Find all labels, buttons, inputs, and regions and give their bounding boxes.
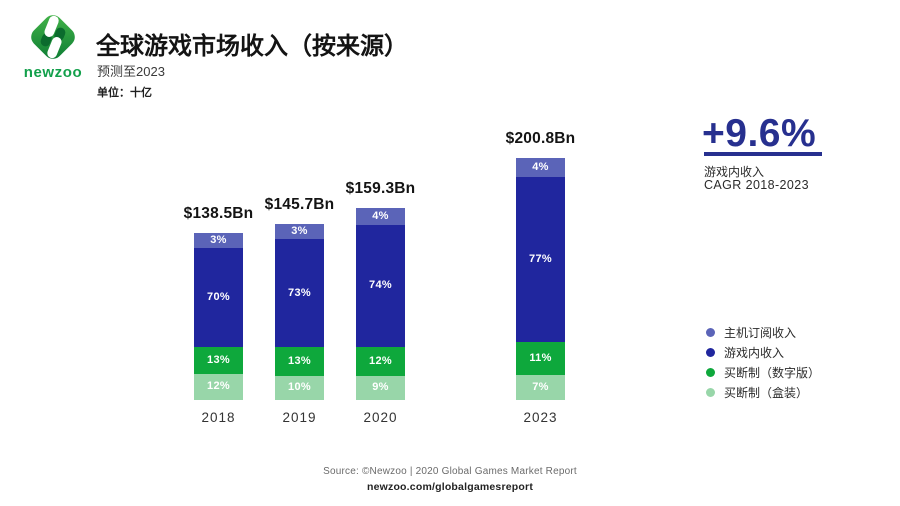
segment-buy-to-play-digital: 13%: [194, 346, 243, 374]
segment-buy-to-play-boxed: 12%: [194, 373, 243, 400]
legend-swatch-console-subscription: [706, 327, 715, 337]
legend-label-in-game: 游戏内收入: [724, 345, 785, 360]
bar-total-label-2019: $145.7Bn: [264, 196, 335, 214]
report-link: newzoo.com/globalgamesreport: [366, 481, 534, 493]
bar-total-label-2018: $138.5Bn: [183, 205, 254, 223]
cagr-metric-label: 游戏内收入: [704, 165, 765, 179]
segment-percent-label: 3%: [210, 233, 227, 246]
cagr-underline: [704, 152, 822, 156]
segment-console-subscription: 3%: [194, 233, 243, 248]
segment-percent-label: 74%: [369, 279, 392, 292]
segment-console-subscription: 4%: [516, 158, 565, 178]
segment-percent-label: 7%: [532, 381, 549, 393]
segment-in-game: 70%: [194, 247, 243, 347]
legend-item-buy-to-play-digital: 买断制（数字版）: [706, 365, 821, 380]
page-title: 全球游戏市场收入（按来源）: [96, 33, 408, 60]
footer: Source: ©Newzoo | 2020 Global Games Mark…: [0, 466, 900, 493]
segment-in-game: 74%: [356, 225, 405, 347]
segment-percent-label: 13%: [288, 355, 311, 368]
segment-percent-label: 77%: [529, 253, 552, 266]
segment-buy-to-play-boxed: 9%: [356, 375, 405, 400]
category-label-2020: 2020: [363, 410, 398, 425]
segment-buy-to-play-digital: 12%: [356, 346, 405, 376]
segment-buy-to-play-digital: 13%: [275, 347, 324, 376]
segment-percent-label: 10%: [288, 381, 311, 394]
segment-percent-label: 4%: [372, 210, 389, 223]
segment-percent-label: 4%: [532, 161, 549, 174]
cagr-period-label: CAGR 2018-2023: [704, 178, 809, 192]
cagr-value: +9.6%: [702, 112, 817, 155]
legend-item-in-game: 游戏内收入: [706, 345, 785, 360]
segment-percent-label: 12%: [207, 380, 230, 393]
legend-item-console-subscription: 主机订阅收入: [706, 325, 797, 340]
segment-percent-label: 13%: [207, 353, 230, 366]
bar-2019: 3% 73% 13% 10%: [275, 224, 324, 400]
legend-label-console-subscription: 主机订阅收入: [724, 325, 797, 340]
legend-swatch-buy-to-play-digital: [706, 367, 715, 377]
segment-buy-to-play-digital: 11%: [516, 342, 565, 375]
bar-total-label-2020: $159.3Bn: [345, 180, 416, 198]
category-label-2023: 2023: [523, 410, 558, 425]
unit-label: 单位：十亿: [97, 87, 152, 99]
segment-console-subscription: 4%: [356, 208, 405, 226]
segment-percent-label: 12%: [369, 354, 392, 367]
bar-total-label-2023: $200.8Bn: [505, 130, 576, 148]
segment-in-game: 73%: [275, 239, 324, 348]
segment-console-subscription: 3%: [275, 224, 324, 240]
segment-in-game: 77%: [516, 177, 565, 342]
source-text: Source: ©Newzoo | 2020 Global Games Mark…: [323, 466, 577, 477]
bar-2023: 4% 77% 11% 7%: [516, 158, 565, 400]
segment-percent-label: 73%: [288, 286, 311, 299]
legend-swatch-buy-to-play-boxed: [706, 387, 715, 397]
segment-buy-to-play-boxed: 10%: [275, 375, 324, 400]
segment-percent-label: 3%: [291, 225, 308, 238]
segment-percent-label: 9%: [372, 381, 389, 394]
legend-label-buy-to-play-boxed: 买断制（盒装）: [724, 385, 809, 400]
newzoo-logo: newzoo: [16, 10, 90, 81]
page-subtitle: 预测至2023: [97, 64, 165, 79]
newzoo-wordmark: newzoo: [23, 64, 83, 81]
segment-buy-to-play-boxed: 7%: [516, 375, 565, 400]
category-label-2019: 2019: [282, 410, 317, 425]
segment-percent-label: 70%: [207, 290, 230, 303]
bar-2018: 3% 70% 13% 12%: [194, 233, 243, 400]
newzoo-logo-icon: [31, 15, 75, 59]
segment-percent-label: 11%: [529, 352, 552, 364]
legend-item-buy-to-play-boxed: 买断制（盒装）: [706, 385, 809, 400]
legend-swatch-in-game: [706, 347, 715, 357]
legend-label-buy-to-play-digital: 买断制（数字版）: [724, 365, 821, 380]
category-label-2018: 2018: [201, 410, 236, 425]
bar-2020: 4% 74% 12% 9%: [356, 208, 405, 400]
